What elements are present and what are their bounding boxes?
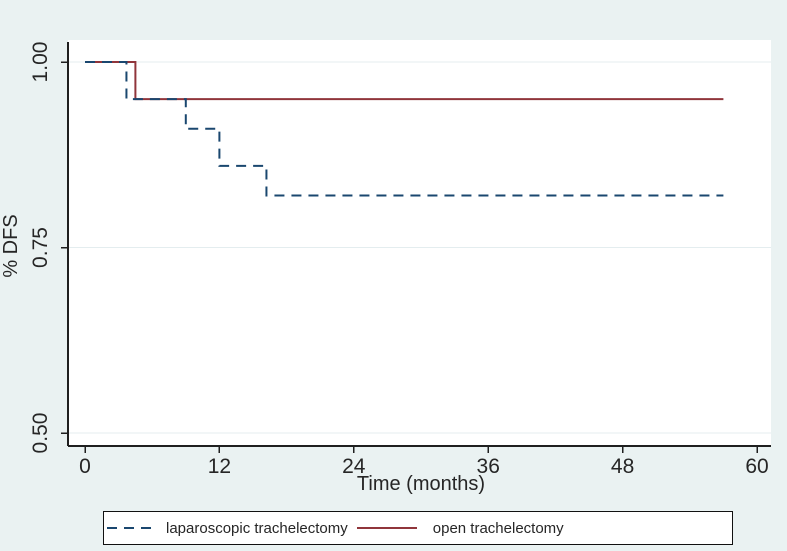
plot-area xyxy=(68,40,771,446)
laparoscopic-legend-line-sample xyxy=(107,527,152,529)
laparoscopic-trachelectomy-series-line xyxy=(85,61,724,197)
y-tick-label-0.75: 0.75 xyxy=(29,227,52,268)
x-tick-label-24: 24 xyxy=(342,455,366,478)
y-axis-ticks: 1.00 0.75 0.50 xyxy=(29,42,68,454)
y-tick-label-0.50: 0.50 xyxy=(29,413,52,454)
legend-label-open: open trachelectomy xyxy=(432,519,564,537)
legend-label-laparoscopic: laparoscopic trachelectomy xyxy=(166,519,348,537)
x-axis-ticks: 0 12 24 36 48 60 xyxy=(79,446,769,478)
x-tick-label-60: 60 xyxy=(745,455,768,478)
y-axis-title: % DFS xyxy=(0,214,22,277)
x-tick-label-0: 0 xyxy=(79,455,91,478)
open-legend-line-sample xyxy=(356,527,417,529)
gridlines xyxy=(68,61,771,434)
x-tick-label-12: 12 xyxy=(208,455,231,478)
x-axis-title: Time (months) xyxy=(357,473,485,495)
legend: laparoscopic trachelectomy open trachele… xyxy=(103,511,733,545)
x-tick-label-36: 36 xyxy=(477,455,500,478)
y-tick-label-1.00: 1.00 xyxy=(29,42,52,83)
x-tick-label-48: 48 xyxy=(611,455,634,478)
